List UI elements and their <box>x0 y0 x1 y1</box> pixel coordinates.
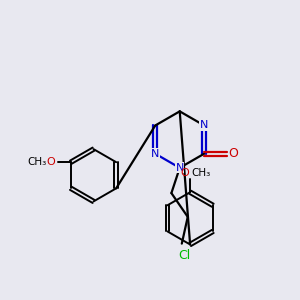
Text: O: O <box>46 157 55 167</box>
Text: N: N <box>176 163 184 173</box>
Text: O: O <box>228 147 238 160</box>
Text: Cl: Cl <box>178 249 191 262</box>
Text: CH₃: CH₃ <box>27 157 46 167</box>
Text: CH₃: CH₃ <box>191 168 210 178</box>
Text: N: N <box>200 121 208 130</box>
Text: N: N <box>151 149 160 159</box>
Text: O: O <box>180 168 189 178</box>
